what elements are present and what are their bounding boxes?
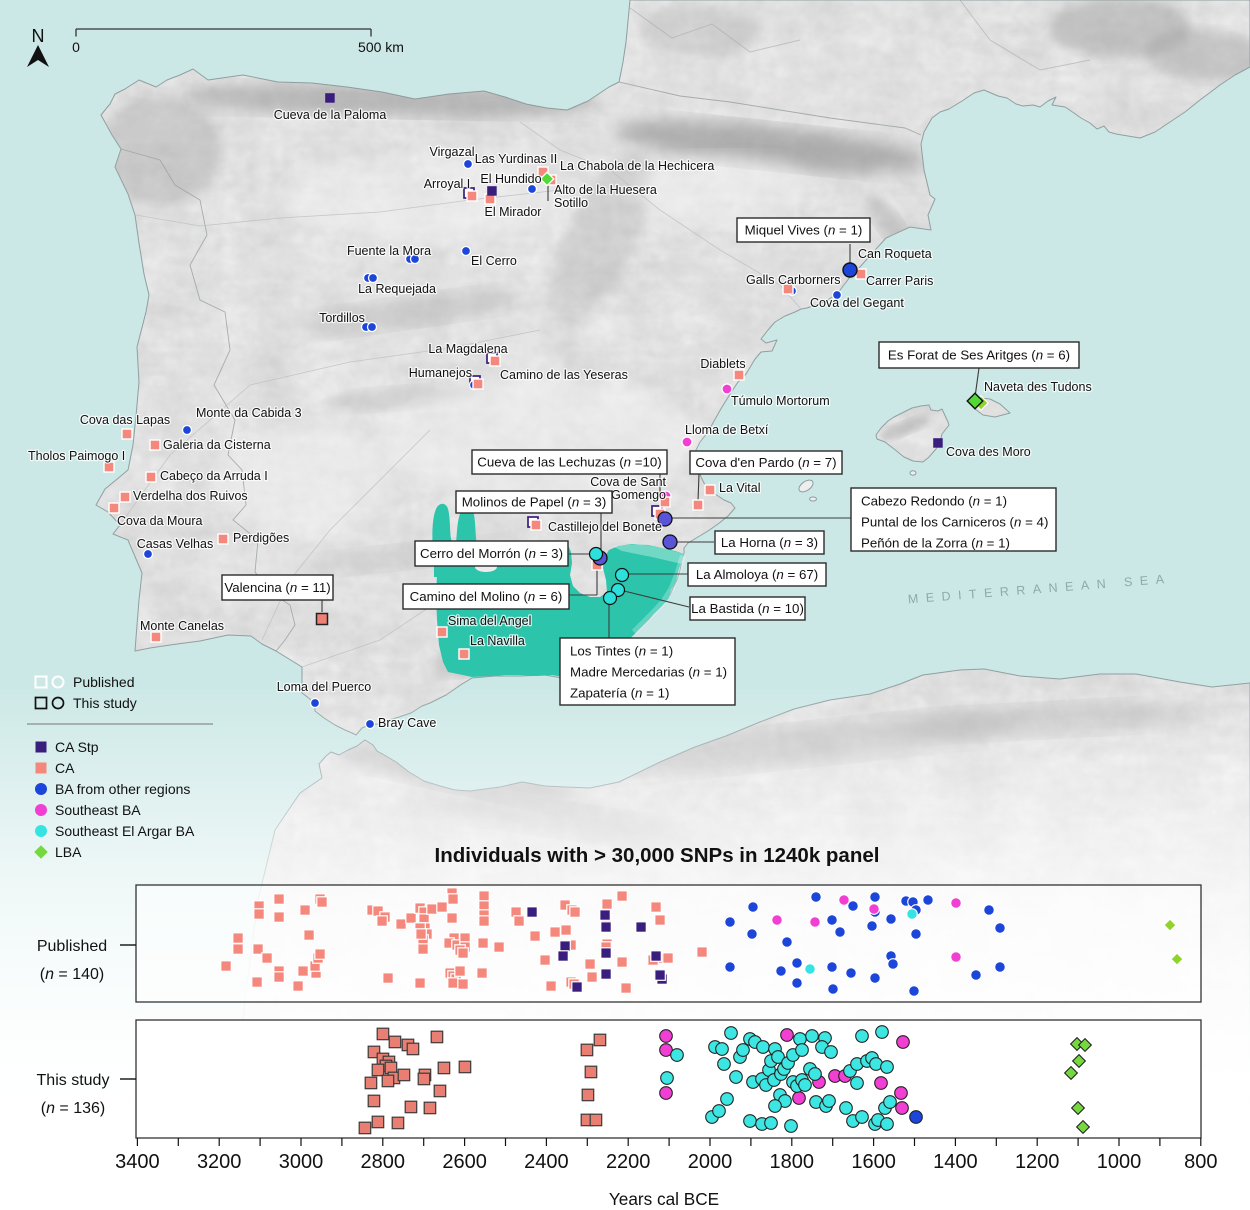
svg-text:0: 0 (72, 39, 80, 55)
svg-text:BA from other regions: BA from other regions (55, 781, 190, 797)
svg-text:Los Tintes (n = 1): Los Tintes (n = 1) (570, 644, 673, 659)
svg-text:Madre Mercedarias (n = 1): Madre Mercedarias (n = 1) (570, 665, 727, 680)
svg-text:Gomengo: Gomengo (611, 488, 666, 502)
svg-text:Cova das Lapas: Cova das Lapas (80, 413, 170, 427)
svg-text:CA: CA (55, 760, 75, 776)
svg-text:2400: 2400 (524, 1151, 569, 1173)
svg-text:La Magdalena: La Magdalena (428, 342, 507, 356)
svg-text:La Almoloya (n = 67): La Almoloya (n = 67) (696, 567, 818, 582)
svg-text:1400: 1400 (933, 1151, 978, 1173)
svg-text:Miquel Vives (n = 1): Miquel Vives (n = 1) (745, 223, 863, 238)
svg-text:This study: This study (73, 695, 137, 711)
svg-text:La Navilla: La Navilla (470, 634, 525, 648)
svg-text:Years cal BCE: Years cal BCE (609, 1189, 719, 1209)
svg-text:N: N (32, 26, 45, 46)
svg-text:1200: 1200 (1015, 1151, 1060, 1173)
svg-text:1800: 1800 (770, 1151, 815, 1173)
svg-text:La Horna (n = 3): La Horna (n = 3) (721, 535, 818, 550)
svg-text:Verdelha dos Ruivos: Verdelha dos Ruivos (133, 489, 248, 503)
svg-text:Diablets: Diablets (700, 357, 745, 371)
svg-text:Valencina (n = 11): Valencina (n = 11) (224, 580, 330, 595)
svg-text:Peñón de la Zorra (n = 1): Peñón de la Zorra (n = 1) (861, 536, 1010, 551)
svg-text:El Cerro: El Cerro (471, 254, 517, 268)
svg-text:Virgazal: Virgazal (430, 145, 475, 159)
svg-text:Sotillo: Sotillo (554, 196, 588, 210)
svg-text:Puntal de los Carniceros (n =: Puntal de los Carniceros (n = 4) (861, 515, 1048, 530)
svg-text:Naveta des Tudons: Naveta des Tudons (984, 380, 1092, 394)
svg-text:La Chabola de la Hechicera: La Chabola de la Hechicera (560, 159, 714, 173)
svg-text:Cova del Gegant: Cova del Gegant (810, 296, 904, 310)
svg-text:Cueva de las Lechuzas (n =10): Cueva de las Lechuzas (n =10) (477, 455, 661, 470)
svg-text:2000: 2000 (688, 1151, 733, 1173)
svg-text:2800: 2800 (361, 1151, 406, 1173)
svg-text:Southeast BA: Southeast BA (55, 802, 141, 818)
svg-text:Cabezo Redondo (n = 1): Cabezo Redondo (n = 1) (861, 494, 1007, 509)
svg-text:Galeria da Cisterna: Galeria da Cisterna (163, 438, 271, 452)
svg-text:Es Forat de Ses Aritges (n = 6: Es Forat de Ses Aritges (n = 6) (888, 348, 1070, 363)
svg-text:1600: 1600 (851, 1151, 896, 1173)
svg-text:La Bastida (n = 10): La Bastida (n = 10) (691, 601, 804, 616)
svg-text:Cova des Moro: Cova des Moro (946, 445, 1031, 459)
svg-text:Tordillos: Tordillos (319, 311, 365, 325)
svg-text:CA Stp: CA Stp (55, 739, 99, 755)
svg-text:Bray Cave: Bray Cave (378, 716, 436, 730)
svg-text:Castillejo del Bonete: Castillejo del Bonete (548, 520, 662, 534)
svg-text:Fuente la Mora: Fuente la Mora (347, 244, 431, 258)
svg-text:Can Roqueta: Can Roqueta (858, 247, 932, 261)
svg-text:Cova d'en Pardo (n = 7): Cova d'en Pardo (n = 7) (695, 455, 836, 470)
svg-text:Loma del Puerco: Loma del Puerco (277, 680, 372, 694)
svg-text:Molinos de Papel (n = 3): Molinos de Papel (n = 3) (462, 495, 607, 510)
svg-text:This study: This study (37, 1072, 110, 1089)
svg-text:El Mirador: El Mirador (485, 205, 542, 219)
svg-text:2600: 2600 (442, 1151, 487, 1173)
svg-text:(n = 140): (n = 140) (40, 966, 105, 983)
svg-text:Camino de las Yeseras: Camino de las Yeseras (500, 368, 628, 382)
svg-text:Casas Velhas: Casas Velhas (137, 537, 213, 551)
svg-text:500 km: 500 km (358, 39, 404, 55)
svg-text:Monte Canelas: Monte Canelas (140, 619, 224, 633)
svg-text:Perdigões: Perdigões (233, 531, 289, 545)
svg-text:Alto de la Huesera: Alto de la Huesera (554, 183, 657, 197)
svg-text:3000: 3000 (279, 1151, 324, 1173)
svg-text:Cerro del Morrón (n = 3): Cerro del Morrón (n = 3) (420, 546, 563, 561)
svg-text:Published: Published (73, 674, 135, 690)
svg-text:2200: 2200 (606, 1151, 651, 1173)
svg-text:Monte da Cabida 3: Monte da Cabida 3 (196, 406, 302, 420)
svg-text:El Hundido: El Hundido (480, 172, 541, 186)
svg-text:3400: 3400 (115, 1151, 160, 1173)
svg-text:Arroyal I: Arroyal I (424, 177, 471, 191)
svg-text:Camino del Molino (n = 6): Camino del Molino (n = 6) (410, 589, 563, 604)
svg-text:Túmulo Mortorum: Túmulo Mortorum (731, 394, 830, 408)
svg-text:Cabeço da Arruda I: Cabeço da Arruda I (160, 469, 268, 483)
svg-text:(n = 136): (n = 136) (41, 1100, 106, 1117)
svg-text:Individuals with > 30,000 SNPs: Individuals with > 30,000 SNPs in 1240k … (435, 844, 880, 867)
svg-text:800: 800 (1184, 1151, 1217, 1173)
svg-text:Southeast El Argar BA: Southeast El Argar BA (55, 823, 195, 839)
svg-text:3200: 3200 (197, 1151, 242, 1173)
svg-text:Cova da Moura: Cova da Moura (117, 514, 203, 528)
svg-text:Cova de Sant: Cova de Sant (590, 475, 666, 489)
svg-text:Las Yurdinas II: Las Yurdinas II (475, 152, 557, 166)
svg-text:La Vital: La Vital (719, 481, 760, 495)
svg-text:Lloma de Betxí: Lloma de Betxí (685, 423, 769, 437)
svg-text:1000: 1000 (1097, 1151, 1142, 1173)
svg-text:La Requejada: La Requejada (358, 282, 436, 296)
svg-text:Cueva de la Paloma: Cueva de la Paloma (274, 108, 387, 122)
svg-text:Tholos Paimogo I: Tholos Paimogo I (28, 449, 125, 463)
svg-text:Zapatería (n = 1): Zapatería (n = 1) (570, 686, 669, 701)
svg-text:LBA: LBA (55, 844, 82, 860)
svg-text:Humanejos: Humanejos (409, 366, 472, 380)
svg-text:Published: Published (37, 938, 107, 955)
svg-text:Galls Carborners: Galls Carborners (746, 273, 840, 287)
svg-text:Sima del Angel: Sima del Angel (448, 614, 531, 628)
svg-text:Carrer Paris: Carrer Paris (866, 274, 933, 288)
